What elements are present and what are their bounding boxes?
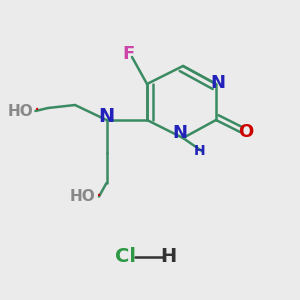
Text: N: N bbox=[172, 124, 188, 142]
Text: H: H bbox=[160, 247, 176, 266]
Text: HO: HO bbox=[70, 189, 95, 204]
Text: Cl: Cl bbox=[116, 247, 136, 266]
Text: ·: · bbox=[96, 187, 102, 206]
Text: N: N bbox=[210, 74, 225, 92]
Text: N: N bbox=[98, 107, 115, 127]
Text: ·: · bbox=[34, 101, 40, 121]
Text: H: H bbox=[194, 144, 205, 158]
Text: HO: HO bbox=[8, 103, 33, 118]
Text: F: F bbox=[123, 45, 135, 63]
Text: O: O bbox=[238, 123, 253, 141]
